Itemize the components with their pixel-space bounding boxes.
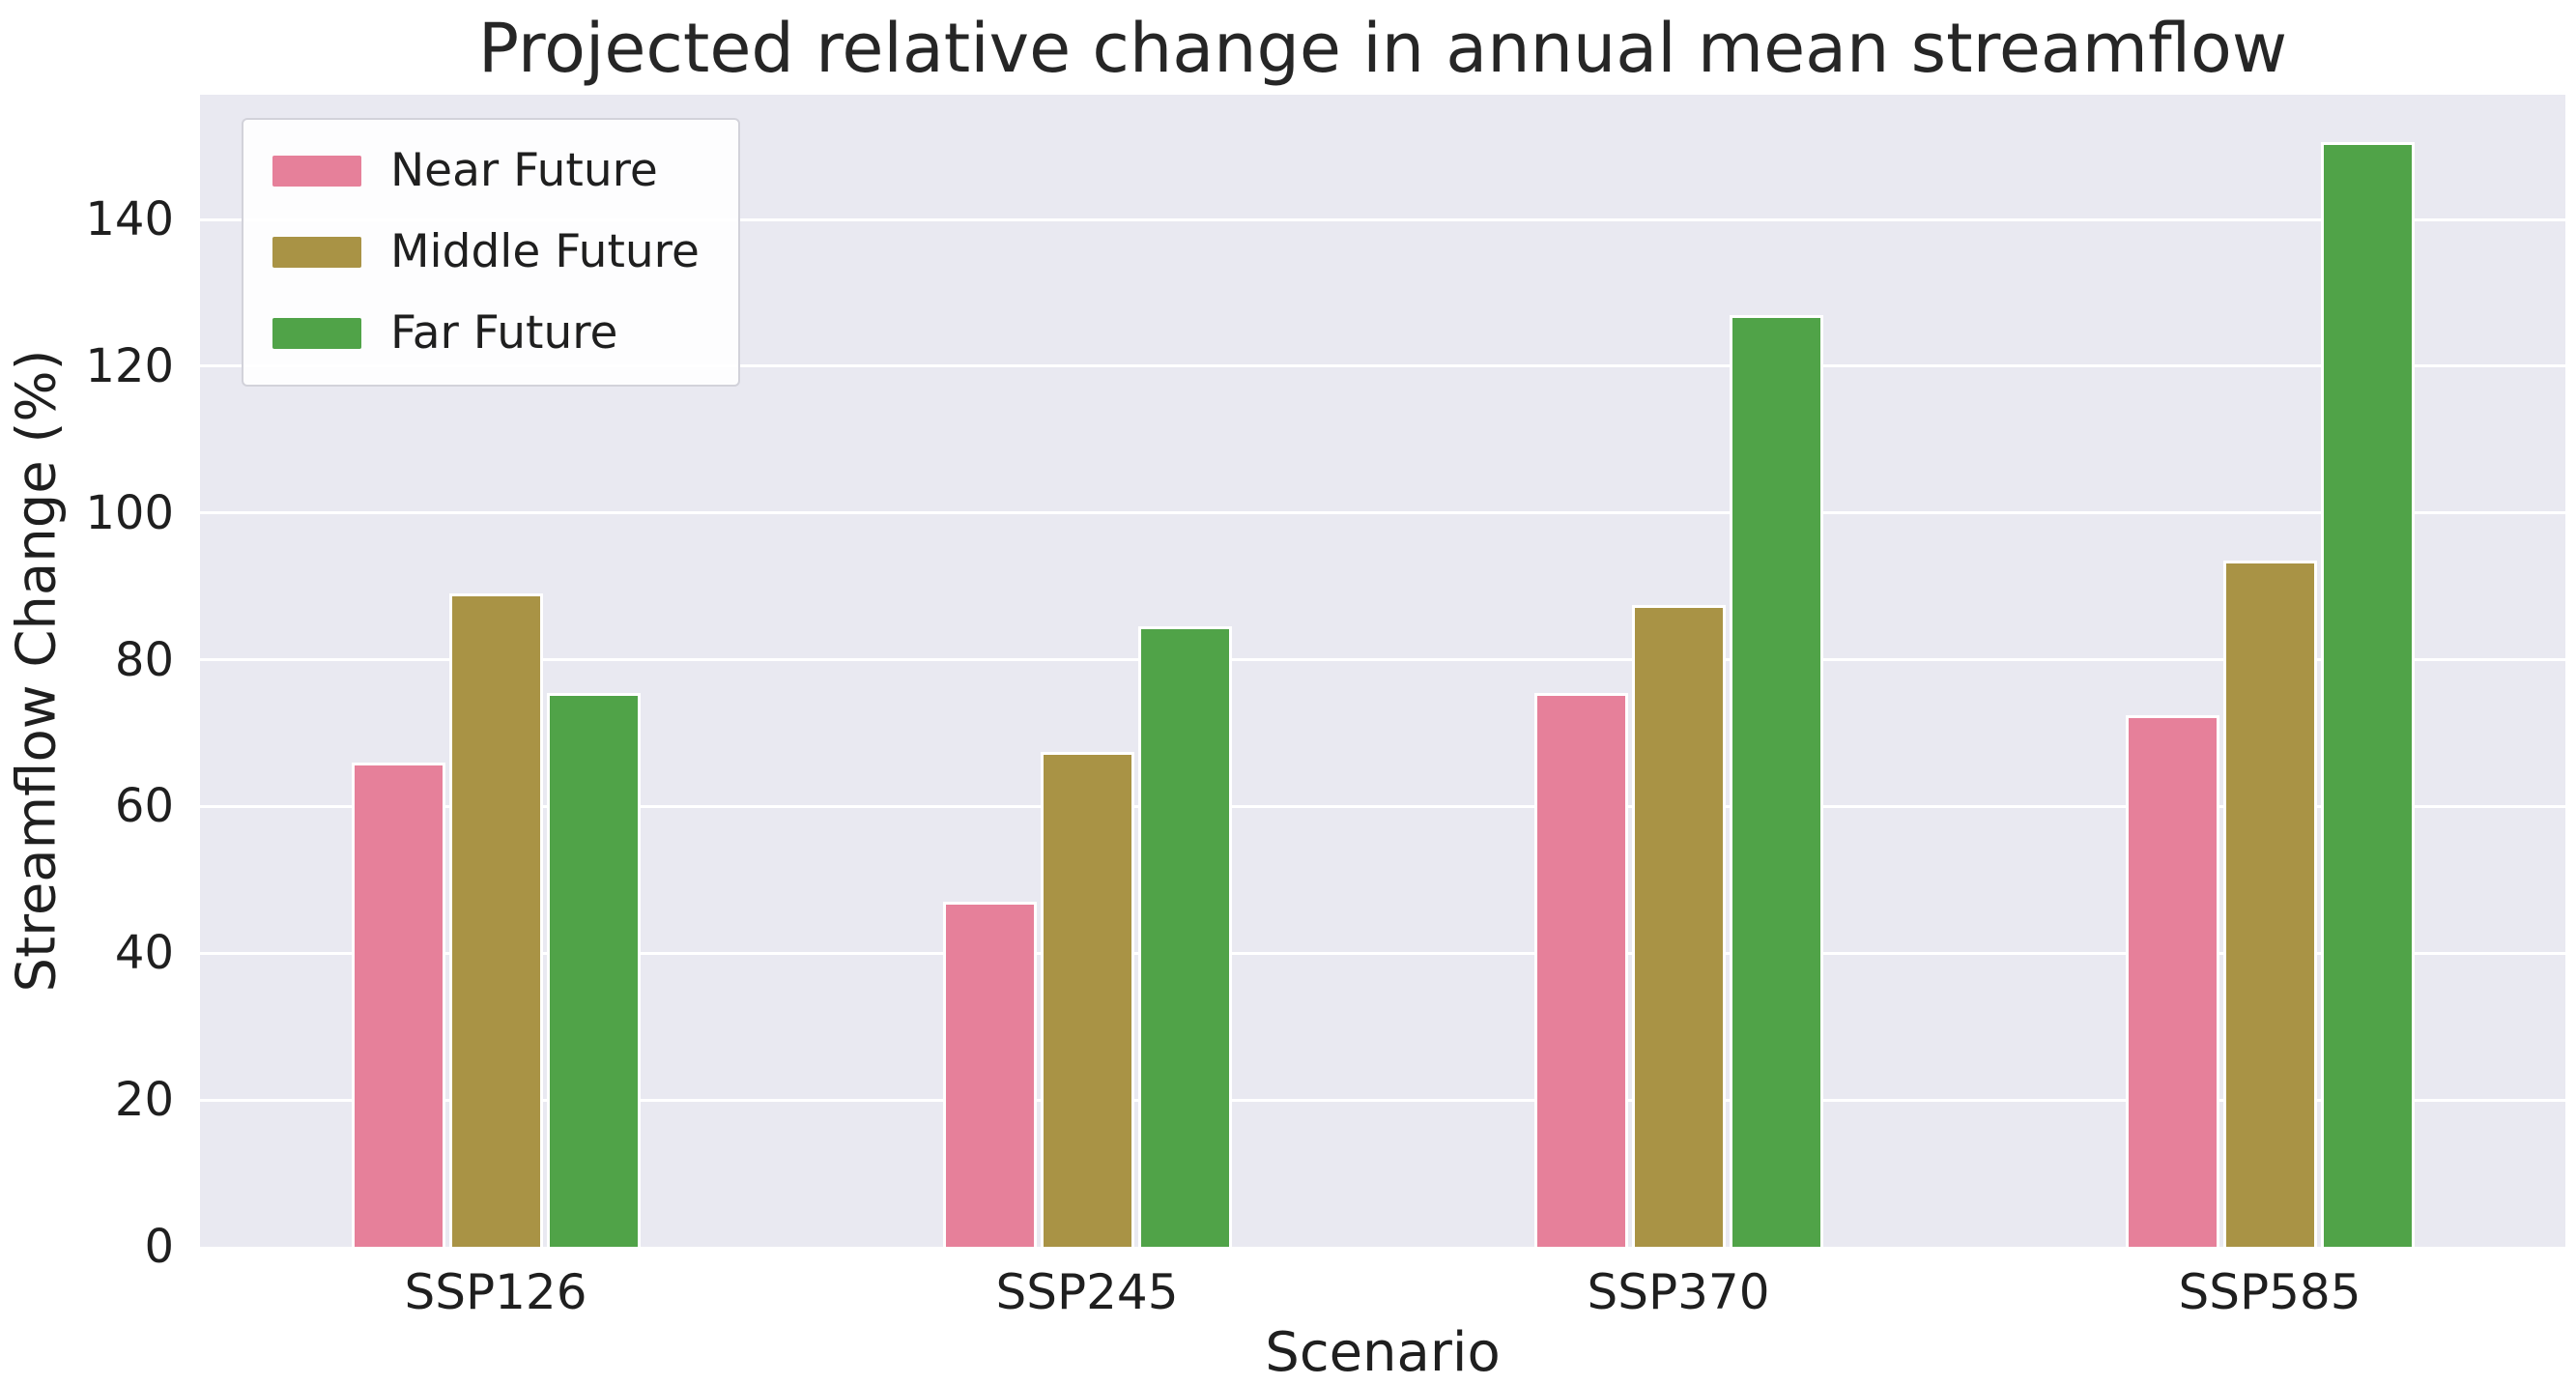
- gridline-40: [200, 951, 2565, 955]
- legend-item-far-future: Far Future: [272, 307, 700, 360]
- y-tick-60: 60: [114, 779, 174, 834]
- x-tick-ssp585: SSP585: [2178, 1264, 2361, 1320]
- legend-swatch-near-future: [272, 156, 361, 187]
- bar-far-future-ssp245: [1137, 626, 1232, 1247]
- bar-middle-future-ssp370: [1631, 604, 1726, 1247]
- bar-near-future-ssp245: [942, 902, 1037, 1247]
- gridline-20: [200, 1098, 2565, 1102]
- x-tick-ssp370: SSP370: [1587, 1264, 1770, 1320]
- legend-label-middle-future: Middle Future: [390, 225, 700, 278]
- plot-area: Near Future Middle Future Far Future: [200, 95, 2565, 1247]
- bar-near-future-ssp585: [2125, 714, 2219, 1247]
- bar-middle-future-ssp585: [2222, 561, 2317, 1247]
- y-tick-20: 20: [114, 1073, 174, 1128]
- bar-near-future-ssp370: [1533, 692, 1628, 1247]
- chart-title: Projected relative change in annual mean…: [477, 9, 2288, 88]
- y-tick-0: 0: [144, 1220, 174, 1274]
- gridline-140: [200, 217, 2565, 221]
- y-tick-120: 120: [85, 338, 174, 393]
- gridline-120: [200, 364, 2565, 368]
- legend-label-near-future: Near Future: [390, 144, 658, 197]
- bar-far-future-ssp126: [546, 692, 641, 1247]
- x-tick-ssp126: SSP126: [404, 1264, 587, 1320]
- legend-item-middle-future: Middle Future: [272, 226, 700, 278]
- bar-far-future-ssp585: [2320, 142, 2415, 1247]
- legend-swatch-far-future: [272, 318, 361, 349]
- bar-middle-future-ssp245: [1040, 751, 1134, 1247]
- bar-far-future-ssp370: [1729, 314, 1823, 1247]
- bar-middle-future-ssp126: [448, 593, 543, 1247]
- bar-near-future-ssp126: [351, 762, 445, 1247]
- legend-item-near-future: Near Future: [272, 145, 700, 197]
- x-axis-label: Scenario: [1265, 1321, 1501, 1384]
- y-tick-100: 100: [85, 485, 174, 540]
- y-tick-140: 140: [85, 192, 174, 247]
- gridline-100: [200, 511, 2565, 515]
- gridline-60: [200, 804, 2565, 808]
- gridline-80: [200, 658, 2565, 662]
- legend-label-far-future: Far Future: [390, 306, 618, 360]
- y-tick-80: 80: [114, 632, 174, 687]
- x-tick-ssp245: SSP245: [995, 1264, 1179, 1320]
- legend: Near Future Middle Future Far Future: [242, 118, 740, 387]
- legend-swatch-middle-future: [272, 237, 361, 268]
- y-tick-40: 40: [114, 926, 174, 981]
